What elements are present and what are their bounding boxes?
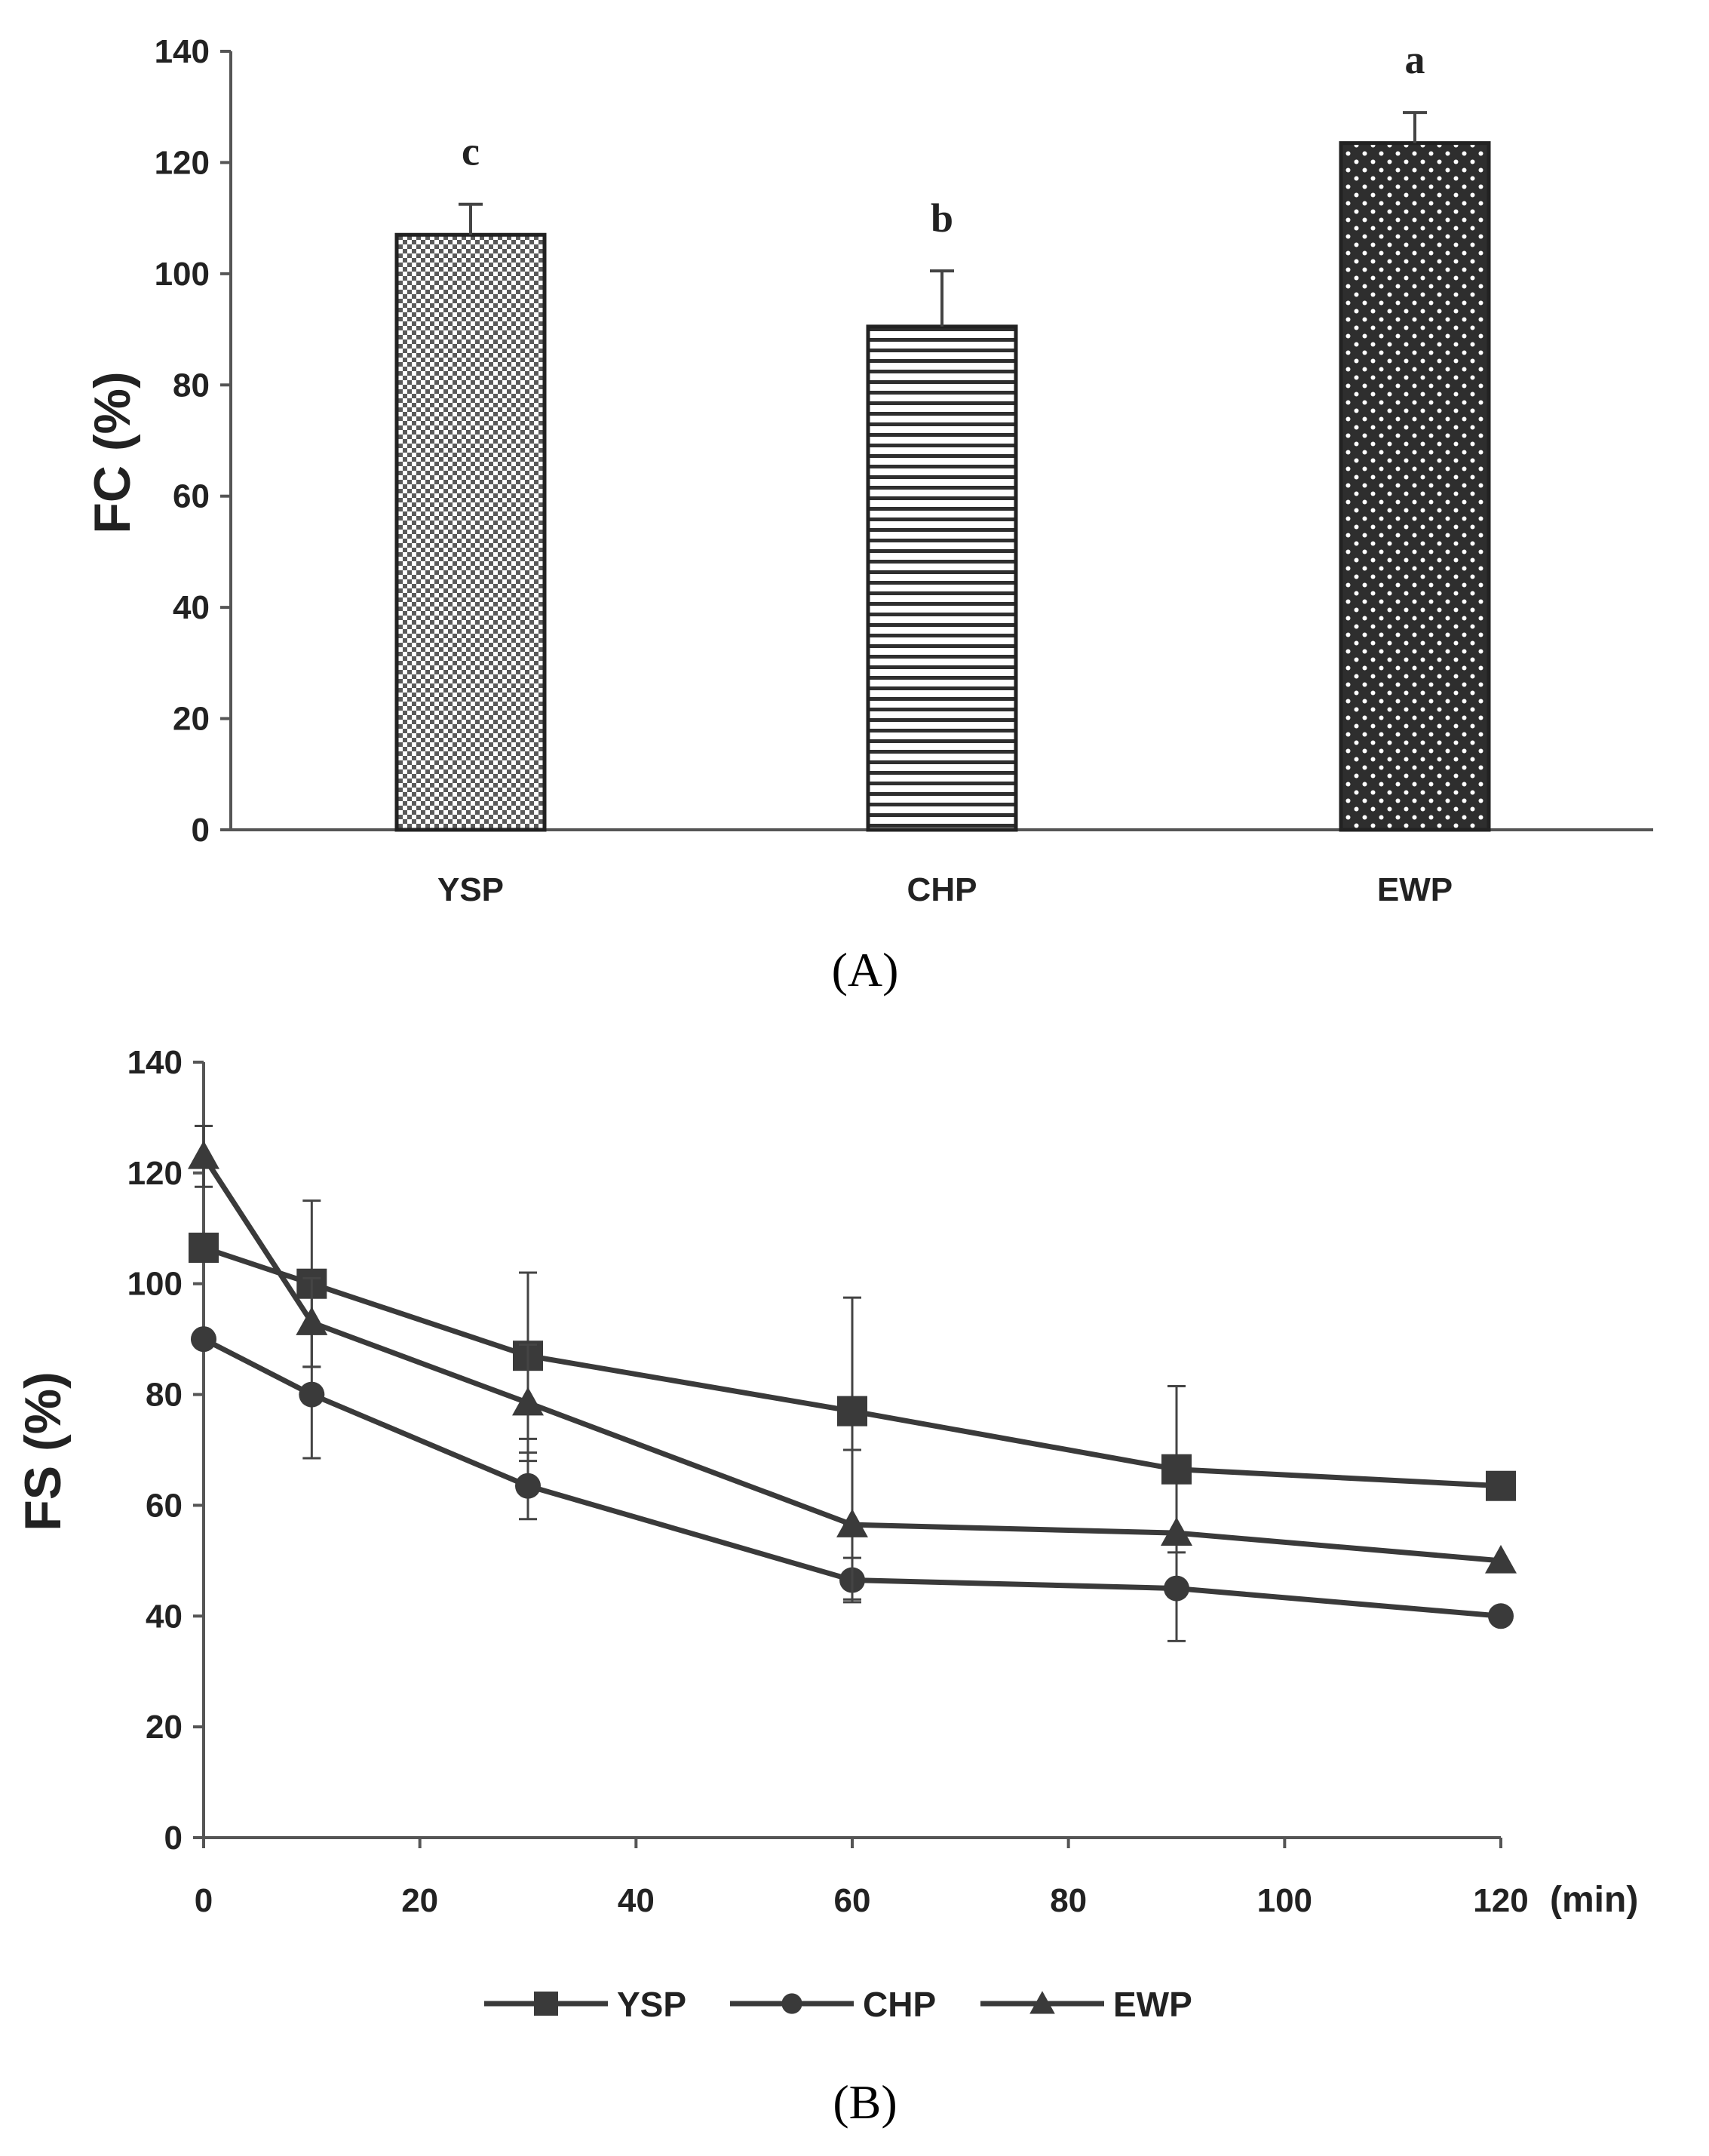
legend: YSP CHP EWP bbox=[484, 1985, 1192, 2024]
data-point-ewp bbox=[1485, 1544, 1517, 1574]
y-tick-label: 20 bbox=[173, 701, 210, 738]
x-tick-label: 0 bbox=[195, 1882, 213, 1919]
bar-ewp bbox=[1339, 141, 1491, 832]
legend-item-ewp: EWP bbox=[980, 1985, 1192, 2024]
y-tick-label: 140 bbox=[155, 33, 210, 70]
y-tick-label: 0 bbox=[164, 1820, 183, 1857]
x-tick-label: 100 bbox=[1257, 1882, 1312, 1919]
series-ewp bbox=[188, 1124, 1517, 1601]
x-axis-categories: YSP CHP EWP bbox=[437, 871, 1453, 908]
data-point-chp bbox=[191, 1326, 216, 1353]
y-tick-label: 60 bbox=[146, 1487, 183, 1524]
significance-letter-chp: b bbox=[931, 195, 953, 241]
data-point-chp bbox=[299, 1381, 325, 1408]
data-point-ewp bbox=[296, 1307, 328, 1335]
bar-chp bbox=[866, 324, 1018, 832]
x-tick-label: 20 bbox=[401, 1882, 438, 1919]
y-tick-label: 100 bbox=[127, 1266, 183, 1303]
x-axis-unit: (min) bbox=[1550, 1880, 1638, 1920]
legend-label: CHP bbox=[863, 1985, 936, 2024]
x-axis-ticks: 0 20 40 60 80 100 120 bbox=[195, 1838, 1529, 1919]
y-axis-title: FS (%) bbox=[14, 1371, 72, 1531]
x-tick-label: 80 bbox=[1050, 1882, 1087, 1919]
y-tick-label: 20 bbox=[146, 1709, 183, 1746]
x-category-chp: CHP bbox=[907, 871, 977, 908]
series-group bbox=[188, 1124, 1517, 1642]
data-point-chp bbox=[1488, 1603, 1514, 1629]
data-point-ewp bbox=[512, 1387, 544, 1416]
legend-item-ysp: YSP bbox=[484, 1985, 686, 2024]
legend-swatch-marker bbox=[781, 1993, 802, 2014]
significance-letter-ewp: a bbox=[1405, 37, 1425, 82]
y-tick-label: 100 bbox=[155, 256, 210, 293]
x-tick-label: 40 bbox=[618, 1882, 655, 1919]
legend-swatch-marker bbox=[534, 1992, 558, 2016]
y-tick-label: 140 bbox=[127, 1044, 183, 1081]
series-line-chp bbox=[202, 1337, 1502, 1619]
line-chart-panel-b: 0 20 40 60 80 100 120 140 0 20 40 60 80 100 120 (min)… bbox=[14, 1044, 1638, 2129]
y-tick-label: 80 bbox=[173, 367, 210, 404]
x-tick-label: 120 bbox=[1473, 1882, 1528, 1919]
series-line-ewp bbox=[201, 1154, 1502, 1564]
x-category-ysp: YSP bbox=[437, 871, 504, 908]
x-tick-label: 60 bbox=[834, 1882, 871, 1919]
data-point-ewp bbox=[1161, 1517, 1192, 1546]
legend-label: EWP bbox=[1113, 1985, 1192, 2024]
y-tick-label: 120 bbox=[127, 1155, 183, 1192]
y-tick-label: 0 bbox=[192, 812, 210, 849]
series-line-ysp bbox=[202, 1245, 1502, 1489]
panel-label-a: (A) bbox=[832, 943, 899, 997]
y-tick-label: 60 bbox=[173, 478, 210, 515]
data-point-ewp bbox=[836, 1509, 868, 1537]
bar-ysp bbox=[394, 232, 547, 832]
y-tick-label: 40 bbox=[173, 589, 210, 626]
y-axis-ticks: 0 20 40 60 80 100 120 140 bbox=[155, 33, 231, 849]
panel-label-b: (B) bbox=[833, 2075, 897, 2129]
data-point-chp bbox=[1164, 1575, 1189, 1602]
data-point-ysp bbox=[837, 1396, 867, 1427]
y-tick-label: 120 bbox=[155, 144, 210, 181]
data-point-ysp bbox=[189, 1232, 219, 1263]
significance-letter-ysp: c bbox=[462, 129, 480, 174]
y-axis-ticks: 0 20 40 60 80 100 120 140 bbox=[127, 1044, 204, 1857]
legend-item-chp: CHP bbox=[730, 1985, 936, 2024]
legend-label: YSP bbox=[617, 1985, 686, 2024]
data-point-ewp bbox=[188, 1140, 219, 1169]
y-tick-label: 80 bbox=[146, 1377, 183, 1414]
y-tick-label: 40 bbox=[146, 1598, 183, 1635]
y-axis-title: FC (%) bbox=[84, 371, 141, 533]
legend-swatch-marker bbox=[1029, 1991, 1055, 2014]
data-point-ysp bbox=[1486, 1470, 1516, 1501]
bars: c b a bbox=[394, 37, 1491, 832]
data-point-chp bbox=[515, 1473, 541, 1499]
x-category-ewp: EWP bbox=[1377, 871, 1453, 908]
data-point-ysp bbox=[1161, 1454, 1192, 1485]
